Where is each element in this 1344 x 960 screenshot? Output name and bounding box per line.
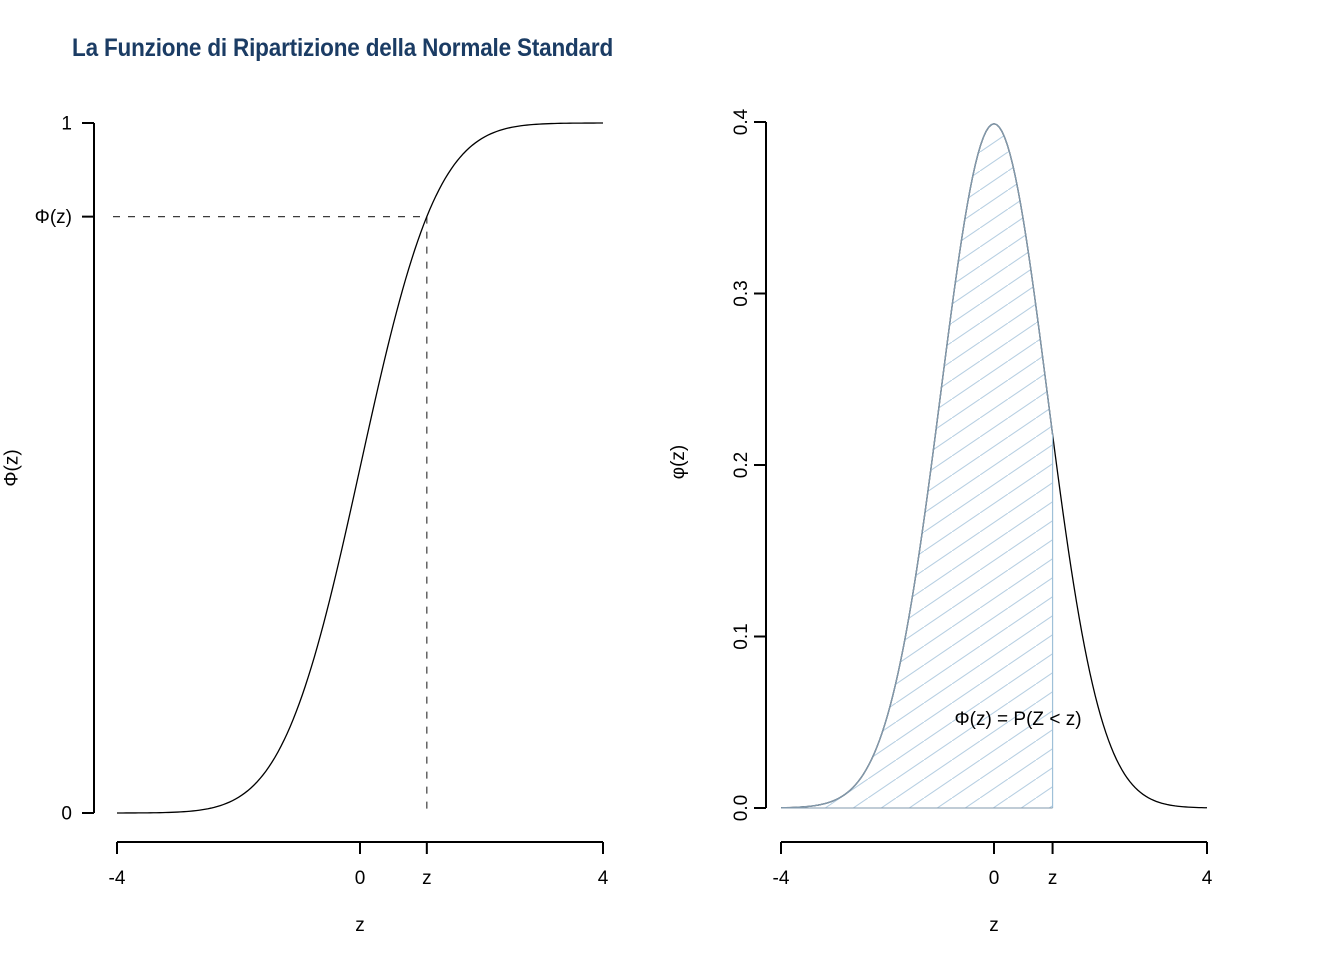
cdf-plot: 0 Φ(z) 1 -4 0 z 4 z Φ(z) (2, 114, 609, 937)
pdf-plot: 0.0 0.1 0.2 0.3 0.4 -4 0 z 4 z φ(z) Φ(z) = P(Z < z) (668, 108, 1213, 936)
pdf-x-tick-label-1: 0 (989, 868, 1000, 889)
pdf-x-tick-label-0: -4 (773, 868, 790, 889)
cdf-x-tick-label-1: 0 (355, 868, 366, 889)
pdf-shaded-border-curve (780, 123, 1054, 809)
pdf-y-tick-label-0: 0.0 (731, 795, 752, 821)
cdf-curve (116, 122, 604, 814)
pdf-shaded-area (781, 123, 1053, 808)
cdf-y-axis-title: Φ(z) (2, 449, 23, 486)
figure-title: La Funzione di Ripartizione della Normal… (72, 34, 614, 62)
pdf-y-tick-label-4: 0.4 (731, 108, 752, 135)
pdf-y-tick-label-2: 0.2 (731, 452, 752, 478)
cdf-x-tick-label-2: z (422, 868, 432, 889)
cdf-y-tick-label-0: 0 (61, 804, 72, 825)
cdf-y-tick-label-2: 1 (61, 114, 72, 135)
pdf-y-axis-title: φ(z) (668, 445, 689, 479)
pdf-shaded-area-label: Φ(z) = P(Z < z) (954, 709, 1081, 730)
pdf-y-tick-label-1: 0.1 (731, 623, 752, 649)
pdf-x-tick-label-3: 4 (1202, 868, 1213, 889)
pdf-y-tick-label-3: 0.3 (731, 280, 752, 306)
pdf-x-axis-title: z (989, 915, 999, 936)
pdf-x-tick-label-2: z (1048, 868, 1058, 889)
cdf-x-tick-label-0: -4 (109, 868, 126, 889)
cdf-x-tick-label-3: 4 (598, 868, 609, 889)
cdf-y-tick-label-1: Φ(z) (35, 207, 72, 228)
cdf-x-axis-title: z (355, 915, 365, 936)
